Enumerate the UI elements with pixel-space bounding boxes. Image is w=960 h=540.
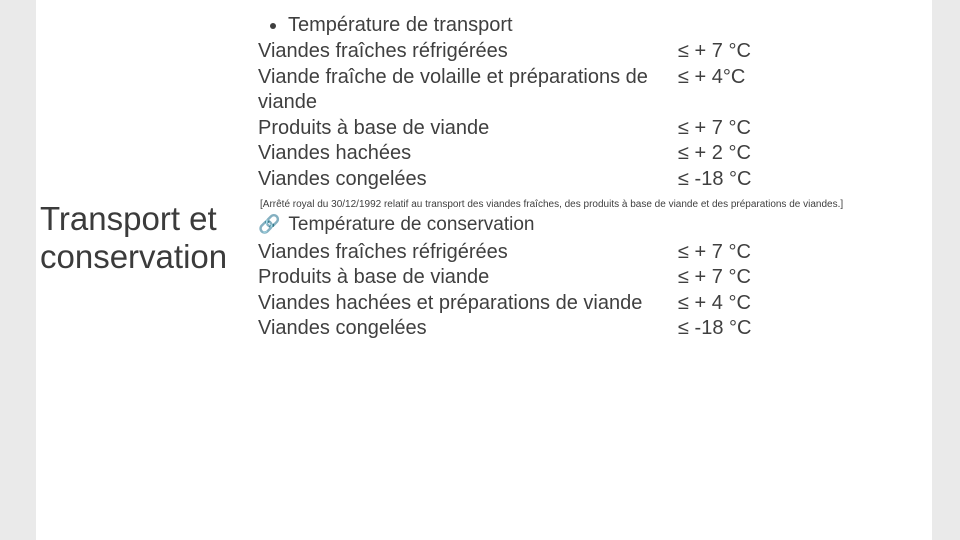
row-value: ≤ -18 °C	[678, 316, 798, 342]
data-row: Viandes hachées et préparations de viand…	[258, 291, 918, 317]
row-label: Viande fraîche de volaille et préparatio…	[258, 65, 678, 116]
row-value: ≤ + 2 °C	[678, 141, 798, 167]
row-label: Viandes hachées	[258, 141, 678, 167]
row-value: ≤ -18 °C	[678, 167, 798, 193]
slide-title: Transport et conservation	[40, 200, 240, 276]
bullet-icon	[270, 23, 276, 29]
data-row: Viande fraîche de volaille et préparatio…	[258, 65, 918, 116]
link-icon: 🔗	[258, 214, 280, 235]
data-row: Produits à base de viande≤ + 7 °C	[258, 116, 918, 142]
data-row: Produits à base de viande≤ + 7 °C	[258, 265, 918, 291]
row-label: Produits à base de viande	[258, 265, 678, 291]
row-label: Viandes fraîches réfrigérées	[258, 240, 678, 266]
section2-rows: Viandes fraîches réfrigérées≤ + 7 °CProd…	[258, 240, 918, 342]
row-label: Viandes hachées et préparations de viand…	[258, 291, 678, 317]
citation-text: [Arrêté royal du 30/12/1992 relatif au t…	[260, 199, 918, 211]
row-label: Viandes congelées	[258, 167, 678, 193]
row-label: Viandes congelées	[258, 316, 678, 342]
row-value: ≤ + 7 °C	[678, 240, 798, 266]
section2-heading-text: Température de conservation	[288, 214, 534, 235]
row-label: Produits à base de viande	[258, 116, 678, 142]
section2-heading: 🔗 Température de conservation	[258, 214, 918, 236]
data-row: Viandes hachées≤ + 2 °C	[258, 141, 918, 167]
section1-rows: Viandes fraîches réfrigérées≤ + 7 °CVian…	[258, 39, 918, 193]
data-row: Viandes fraîches réfrigérées≤ + 7 °C	[258, 240, 918, 266]
row-value: ≤ + 7 °C	[678, 116, 798, 142]
data-row: Viandes fraîches réfrigérées≤ + 7 °C	[258, 39, 918, 65]
row-value: ≤ + 4°C	[678, 65, 798, 91]
row-value: ≤ + 4 °C	[678, 291, 798, 317]
row-value: ≤ + 7 °C	[678, 39, 798, 65]
right-column: Température de transport Viandes fraîche…	[258, 0, 960, 540]
data-row: Viandes congelées≤ -18 °C	[258, 316, 918, 342]
slide: Transport et conservation Température de…	[0, 0, 960, 540]
row-value: ≤ + 7 °C	[678, 265, 798, 291]
left-accent-bar	[0, 0, 36, 540]
section1-heading: Température de transport	[258, 14, 918, 37]
section1-heading-text: Température de transport	[288, 14, 513, 36]
data-row: Viandes congelées≤ -18 °C	[258, 167, 918, 193]
content-area: Température de transport Viandes fraîche…	[258, 14, 952, 342]
left-column: Transport et conservation	[0, 0, 258, 540]
row-label: Viandes fraîches réfrigérées	[258, 39, 678, 65]
